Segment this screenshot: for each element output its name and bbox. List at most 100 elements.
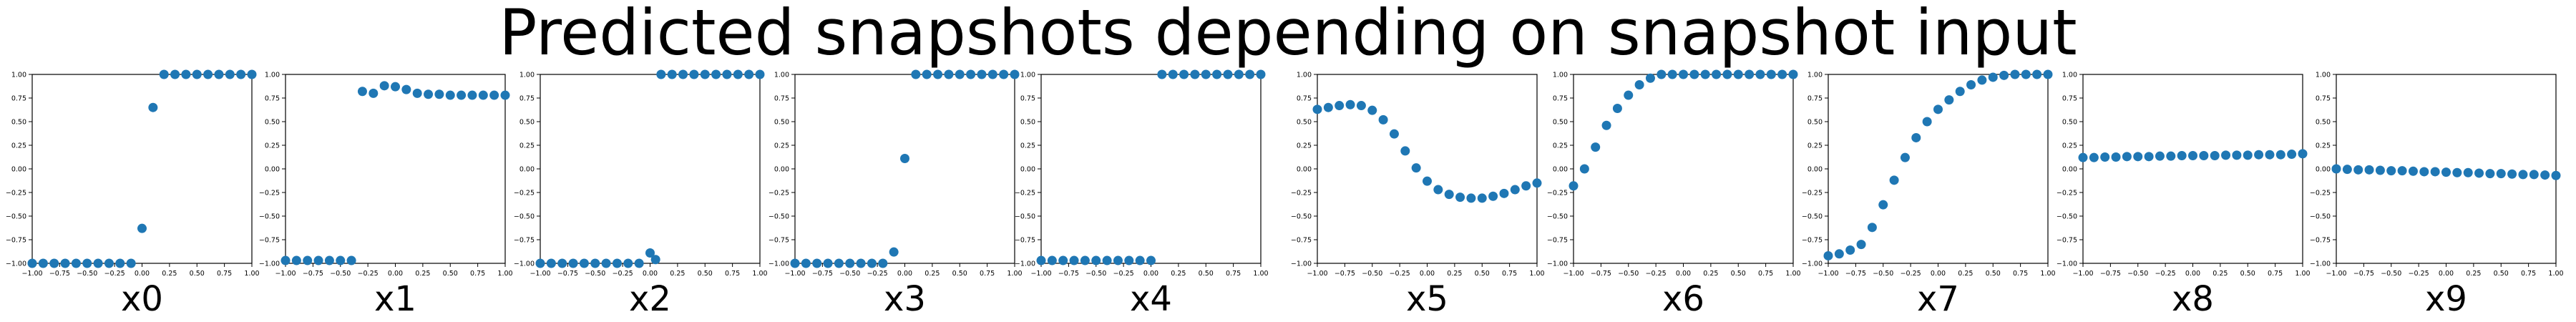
data-point <box>2275 150 2285 160</box>
y-tick-label: −0.25 <box>1547 190 1568 197</box>
data-point <box>291 255 301 265</box>
y-tick-label: 0.25 <box>265 142 280 150</box>
y-tick-label: 0.75 <box>1297 95 1312 103</box>
data-point <box>1788 69 1798 79</box>
y-tick-label: 0.00 <box>265 166 280 174</box>
data-point <box>1999 70 2009 80</box>
data-point <box>1745 69 1755 79</box>
data-point <box>1856 240 1866 250</box>
y-tick-label: 0.75 <box>265 95 280 103</box>
x-tick-label: −0.25 <box>1113 270 1134 278</box>
data-point <box>2155 151 2165 161</box>
data-point <box>2298 149 2308 159</box>
x-tick-label: 0.75 <box>217 270 232 278</box>
scatter-panel-5: −1.00 −0.75 −0.50 −0.25 0.00 0.25 0.50 0.75 1.00… <box>1291 72 1545 320</box>
data-point <box>346 255 356 265</box>
data-point <box>623 258 633 268</box>
x-tick-label: −1.00 <box>1030 270 1051 278</box>
x-tick-label: −0.75 <box>1591 270 1611 278</box>
data-point <box>845 258 855 268</box>
y-tick-label: −0.50 <box>1291 213 1312 221</box>
y-tick-label: −0.25 <box>259 190 280 197</box>
y-tick-label: −0.25 <box>2310 190 2331 197</box>
data-point <box>2441 167 2451 177</box>
scatter-panel-0: −1.00 −0.75 −0.50 −0.25 0.00 0.25 0.50 0.75 1.00… <box>6 69 260 319</box>
data-point <box>2100 152 2110 162</box>
data-point <box>1977 75 1987 85</box>
data-point <box>2166 151 2176 161</box>
data-point <box>2287 150 2297 160</box>
data-point <box>478 90 488 100</box>
data-point <box>2474 168 2484 178</box>
x-tick-label: 1.00 <box>1529 270 1544 278</box>
y-tick-label: 0.50 <box>1297 119 1312 127</box>
y-tick-label: 0.00 <box>1297 166 1312 174</box>
data-point <box>1367 105 1377 115</box>
data-point <box>2463 167 2473 177</box>
data-point <box>1878 200 1888 210</box>
data-point <box>2144 152 2154 162</box>
data-point <box>1400 146 1410 156</box>
data-point <box>1755 69 1765 79</box>
data-point <box>369 88 379 98</box>
data-point <box>1645 73 1655 83</box>
data-point <box>999 69 1009 79</box>
data-point <box>1135 255 1145 265</box>
figure-title: Predicted snapshots depending on snapsho… <box>499 0 2077 69</box>
data-point <box>214 69 224 79</box>
y-tick-label: −0.75 <box>2310 237 2331 245</box>
y-tick-label: −0.75 <box>1291 237 1312 245</box>
data-point <box>159 69 169 79</box>
points <box>280 81 510 265</box>
data-point <box>71 258 81 268</box>
x-tick-label: −0.50 <box>839 270 860 278</box>
y-tick-label: 0.50 <box>519 119 535 127</box>
data-point <box>1955 87 1965 97</box>
data-point <box>1845 245 1855 255</box>
x-tick-label: −0.25 <box>104 270 125 278</box>
x-tick-label: 0.50 <box>2240 270 2255 278</box>
x-axis-label: x1 <box>374 279 416 319</box>
data-point <box>1080 255 1090 265</box>
data-point <box>678 69 688 79</box>
data-point <box>1345 99 1355 109</box>
plot-area <box>31 74 253 264</box>
y-tick-label: −1.00 <box>1015 260 1035 268</box>
x-tick-label: −1.00 <box>1307 270 1327 278</box>
data-point <box>1733 69 1743 79</box>
points <box>2331 164 2561 180</box>
y-tick-label: 0.00 <box>774 166 789 174</box>
data-point <box>2210 151 2220 161</box>
data-point <box>1455 192 1465 203</box>
x-tick-label: 1.00 <box>497 270 512 278</box>
data-point <box>1988 72 1998 82</box>
data-point <box>2010 69 2020 79</box>
data-point <box>645 248 655 258</box>
data-point <box>1823 250 1833 260</box>
y-tick-label: 1.00 <box>1553 72 1568 79</box>
data-point <box>27 258 37 268</box>
data-point <box>1433 185 1443 195</box>
y-tick-label: 0.50 <box>265 119 280 127</box>
data-point <box>1146 255 1156 265</box>
y-tick-label: 0.25 <box>2062 142 2077 150</box>
data-point <box>303 255 313 265</box>
data-point <box>1900 152 1910 162</box>
x-tick-label: −0.25 <box>1901 270 1921 278</box>
y-tick-label: 0.25 <box>11 142 26 150</box>
x-tick-label: −0.25 <box>2409 270 2429 278</box>
data-point <box>944 69 954 79</box>
data-point <box>1922 117 1932 127</box>
data-point <box>1256 69 1266 79</box>
y-tick-label: −1.00 <box>2310 260 2331 268</box>
x-tick-label: 1.00 <box>1785 270 1800 278</box>
y-tick-label: −0.75 <box>2057 237 2077 245</box>
y-tick-label: 0.75 <box>2316 95 2331 103</box>
y-tick-label: 0.75 <box>2062 95 2077 103</box>
data-point <box>2089 152 2099 162</box>
data-point <box>700 69 710 79</box>
x-tick-label: 0.25 <box>670 270 685 278</box>
x-tick-label: −0.75 <box>812 270 833 278</box>
plot-area <box>1040 74 1262 264</box>
data-point <box>1777 69 1787 79</box>
